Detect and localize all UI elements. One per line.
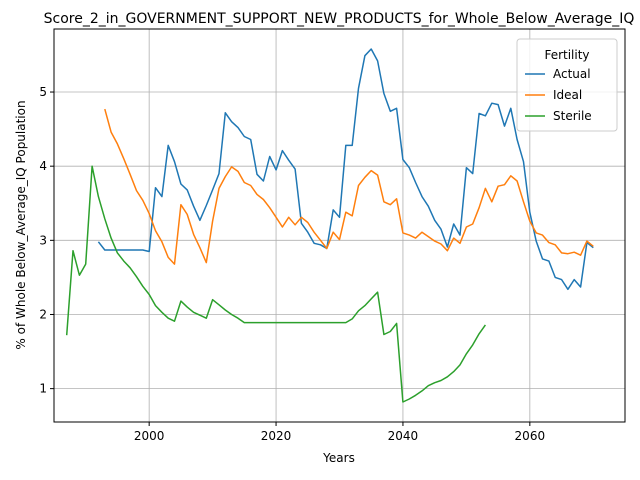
x-tick-label: 2060	[515, 429, 546, 443]
legend-entry: Ideal	[553, 88, 582, 102]
x-tick-label: 2000	[134, 429, 165, 443]
chart-title: Score_2_in_GOVERNMENT_SUPPORT_NEW_PRODUC…	[44, 11, 635, 27]
plot-frame	[53, 28, 626, 423]
y-tick-label: 4	[39, 159, 47, 173]
legend-entry: Sterile	[553, 109, 592, 123]
legend-title: Fertility	[544, 48, 589, 62]
legend: Fertility Actual Ideal Sterile	[516, 38, 618, 132]
x-tick-label: 2040	[388, 429, 419, 443]
y-tick-label: 1	[39, 382, 47, 396]
y-axis-ticks: 1 2 3 4 5	[39, 85, 54, 396]
x-tick-label: 2020	[261, 429, 292, 443]
y-tick-label: 3	[39, 233, 47, 247]
y-axis-label: % of Whole Below_Average_IQ Population	[14, 100, 28, 349]
y-tick-label: 2	[39, 307, 47, 321]
series-line-sterile	[65, 165, 487, 403]
x-axis-ticks: 2000 2020 2040 2060	[134, 422, 545, 443]
series-lines	[65, 48, 594, 403]
y-tick-label: 5	[39, 85, 47, 99]
x-axis-label: Years	[322, 451, 355, 465]
legend-box	[516, 38, 618, 132]
series-line-actual	[97, 48, 594, 291]
legend-entry: Actual	[553, 67, 591, 81]
series-line-ideal	[104, 108, 594, 265]
